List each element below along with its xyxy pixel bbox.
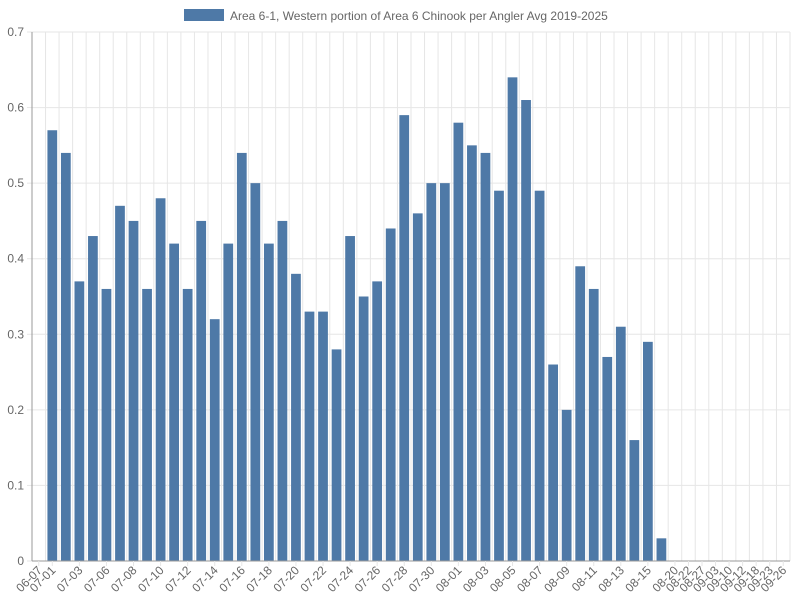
bar-08-02 [467,145,477,561]
bar-08-05 [507,77,518,561]
bar-07-06 [101,288,112,561]
bar-07-09 [142,288,152,561]
bar-07-26 [372,281,383,561]
x-tick-label: 07-22 [298,563,330,595]
bar-08-15 [643,341,653,561]
y-tick-label: 0.2 [7,403,24,417]
y-tick-label: 0.6 [7,101,24,115]
bar-07-16 [236,152,247,561]
grid [31,31,791,562]
bar-07-11 [169,243,179,561]
x-tick-label: 08-03 [460,563,492,595]
y-tick-label: 0 [17,554,24,568]
bar-07-27 [385,228,396,561]
bar-07-13 [196,220,207,561]
bar-07-29 [412,213,423,561]
x-tick-label: 08-11 [569,563,600,594]
bar-08-01 [453,122,464,561]
bar-08-16 [656,538,667,561]
x-tick-label: 07-08 [108,563,140,595]
x-tick-label: 07-20 [270,563,302,595]
y-tick-label: 0.4 [7,252,24,266]
bar-08-04 [494,190,504,561]
bar-07-17 [250,183,261,561]
bar-07-31 [439,183,450,561]
bar-08-09 [561,409,572,561]
x-axis: 06-0707-0107-0307-0607-0807-1007-1207-14… [13,560,790,595]
bar-07-15 [223,243,234,561]
bar-08-08 [548,364,558,561]
x-tick-label: 07-12 [162,563,194,595]
bar-07-01 [47,130,58,561]
bar-08-12 [602,356,613,561]
bar-08-10 [575,266,586,561]
legend[interactable]: Area 6-1, Western portion of Area 6 Chin… [184,9,608,23]
bar-07-25 [358,296,369,561]
y-tick-label: 0.1 [7,478,24,492]
bar-07-28 [399,115,410,561]
bar-07-24 [345,236,355,562]
y-axis: 0 0.1 0.2 0.3 0.4 0.5 0.6 0.7 [7,25,33,568]
bar-07-02 [60,152,71,561]
x-tick-label: 07-26 [352,563,384,595]
bar-07-22 [318,311,328,561]
legend-label: Area 6-1, Western portion of Area 6 Chin… [230,9,608,23]
x-tick-label: 08-01 [433,563,465,595]
bar-08-07 [534,190,545,561]
x-tick-label: 08-07 [514,563,546,595]
y-tick-label: 0.3 [7,327,24,341]
bar-07-30 [426,183,437,561]
x-tick-label: 07-30 [406,563,438,595]
bar-07-07 [115,205,125,562]
y-tick-label: 0.7 [7,25,24,39]
bar-07-14 [209,319,220,561]
bar-07-12 [182,288,193,561]
bar-08-03 [480,152,491,561]
bar-07-23 [331,349,342,561]
x-tick-label: 08-15 [622,563,654,595]
legend-swatch [184,9,224,21]
bar-07-21 [304,311,315,561]
x-tick-label: 08-09 [541,563,573,595]
bar-07-03 [74,281,85,561]
bars [47,77,667,562]
bar-07-08 [128,220,139,561]
bar-07-05 [88,236,98,562]
bar-07-19 [277,220,288,561]
x-tick-label: 08-13 [595,563,627,595]
x-tick-label: 07-14 [189,563,221,595]
x-tick-label: 07-03 [54,563,86,595]
x-tick-label: 08-05 [487,563,519,595]
bar-07-18 [264,243,274,561]
y-tick-label: 0.5 [7,176,24,190]
x-tick-label: 07-28 [379,563,411,595]
bar-08-13 [615,326,626,561]
bar-08-11 [588,288,599,561]
x-tick-label: 07-24 [325,563,357,595]
x-tick-label: 07-06 [81,563,113,595]
bar-08-14 [629,440,640,561]
x-tick-label: 07-18 [243,563,275,595]
bar-07-20 [291,273,301,561]
x-tick-label: 07-10 [135,563,167,595]
x-tick-label: 07-16 [216,563,248,595]
bar-08-06 [521,100,531,561]
bar-07-10 [155,198,166,561]
